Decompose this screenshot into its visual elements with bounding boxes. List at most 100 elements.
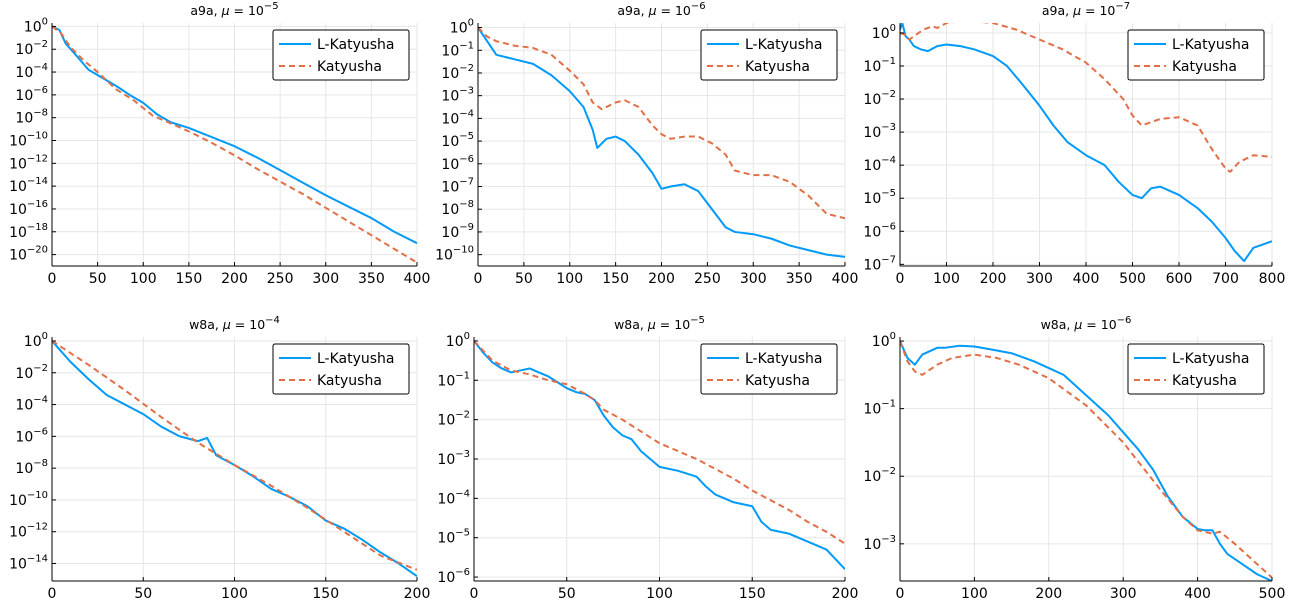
series-line-katyusha: [474, 340, 845, 545]
y-tick-label: 10−6: [441, 154, 474, 173]
y-tick-label: 10−5: [863, 188, 896, 207]
x-tick-label: 200: [404, 586, 431, 602]
y-tick-label: 10−5: [441, 131, 474, 150]
x-tick-label: 0: [896, 586, 905, 602]
x-tick-label: 250: [694, 271, 721, 287]
y-tick-label: 10−4: [437, 488, 470, 507]
series-line-l-katyusha: [474, 340, 845, 570]
x-tick-label: 400: [832, 271, 859, 287]
x-tick-label: 300: [1110, 586, 1137, 602]
chart-panel-3: 0 100 200 300 400 500 600 700 800 100 10−1 10−2 10−3…: [863, 1, 1285, 287]
x-tick-label: 100: [646, 586, 673, 602]
panel-title: w8a, μ = 10−6: [1041, 315, 1132, 332]
y-tick-label: 100: [24, 331, 48, 350]
legend: L-Katyusha Katyusha: [700, 343, 838, 395]
y-tick-label: 100: [872, 23, 896, 42]
y-tick-label: 100: [24, 16, 48, 35]
x-tick-label: 400: [1073, 271, 1100, 287]
x-tick-label: 0: [48, 586, 57, 602]
series-line-katyusha: [900, 340, 1272, 579]
y-tick-label: 100: [872, 331, 896, 350]
x-tick-label: 200: [980, 271, 1007, 287]
y-tick-label: 10−3: [863, 122, 896, 141]
y-tick-label: 10−20: [9, 245, 48, 264]
y-tick-label: 10−5: [437, 528, 470, 547]
legend-label-katyusha: Katyusha: [1172, 59, 1237, 75]
legend-box: [700, 343, 838, 395]
y-tick-label: 10−3: [863, 534, 896, 553]
legend-label-l-katyusha: L-Katyusha: [745, 351, 823, 367]
x-tick-label: 250: [267, 271, 294, 287]
y-tick-label: 10−1: [441, 40, 474, 59]
y-tick-label: 10−10: [9, 490, 48, 509]
x-tick-label: 700: [1212, 271, 1239, 287]
x-tick-label: 400: [404, 271, 431, 287]
y-tick-label: 10−6: [15, 426, 48, 445]
legend-box: [1127, 343, 1265, 395]
y-tick-label: 100: [446, 331, 470, 350]
y-tick-label: 10−2: [441, 63, 474, 82]
y-tick-label: 10−14: [9, 554, 48, 573]
x-tick-label: 300: [740, 271, 767, 287]
legend-label-l-katyusha: L-Katyusha: [317, 351, 395, 367]
panel-title: w8a, μ = 10−4: [189, 315, 280, 332]
series-line-l-katyusha: [52, 25, 417, 245]
legend-box: [700, 29, 838, 81]
chart-panel-5: 0 50 100 150 200 100 10−1 10−2 10−3 10−4 10−5 10−6 w…: [437, 315, 858, 602]
y-tick-label: 10−8: [15, 108, 48, 127]
y-tick-label: 10−10: [9, 131, 48, 150]
x-tick-label: 150: [176, 271, 203, 287]
x-tick-label: 300: [1026, 271, 1053, 287]
y-tick-label: 10−3: [437, 449, 470, 468]
y-tick-label: 10−4: [863, 155, 896, 174]
y-tick-label: 10−2: [437, 410, 470, 429]
y-tick-label: 10−14: [9, 176, 48, 195]
y-tick-label: 10−16: [9, 199, 48, 218]
panel-title: a9a, μ = 10−7: [1042, 1, 1130, 18]
legend-label-l-katyusha: L-Katyusha: [745, 37, 823, 53]
legend-label-katyusha: Katyusha: [745, 373, 810, 389]
y-tick-label: 10−10: [435, 245, 474, 264]
series-line-katyusha: [478, 26, 845, 220]
legend-label-l-katyusha: L-Katyusha: [1172, 351, 1250, 367]
x-tick-label: 50: [89, 271, 107, 287]
x-tick-label: 100: [961, 586, 988, 602]
y-tick-label: 10−3: [441, 86, 474, 105]
x-tick-label: 50: [515, 271, 533, 287]
y-tick-label: 10−18: [9, 222, 48, 241]
legend: L-Katyusha Katyusha: [1127, 29, 1265, 81]
y-tick-label: 10−7: [863, 254, 896, 273]
y-tick-label: 10−12: [9, 522, 48, 541]
y-tick-label: 10−1: [863, 56, 896, 75]
panel-title: a9a, μ = 10−6: [617, 1, 705, 18]
legend: L-Katyusha Katyusha: [700, 29, 838, 81]
x-tick-label: 500: [1259, 586, 1286, 602]
x-tick-label: 0: [474, 271, 483, 287]
legend-box: [1127, 29, 1265, 81]
series-line-l-katyusha: [478, 26, 845, 258]
x-tick-label: 150: [602, 271, 629, 287]
legend-label-katyusha: Katyusha: [1172, 373, 1237, 389]
legend-label-l-katyusha: L-Katyusha: [317, 37, 395, 53]
x-tick-label: 350: [358, 271, 385, 287]
x-tick-label: 0: [896, 271, 905, 287]
x-tick-label: 300: [312, 271, 339, 287]
legend-label-l-katyusha: L-Katyusha: [1172, 37, 1250, 53]
x-tick-label: 200: [1035, 586, 1062, 602]
x-tick-label: 400: [1184, 586, 1211, 602]
chart-panel-6: 0 100 200 300 400 500 100 10−1 10−2 10−3 w8a, μ = …: [863, 315, 1285, 602]
x-tick-label: 100: [933, 271, 960, 287]
y-tick-label: 10−9: [441, 222, 474, 241]
y-tick-label: 10−6: [15, 85, 48, 104]
x-tick-label: 100: [130, 271, 157, 287]
x-tick-label: 150: [739, 586, 766, 602]
legend-box: [272, 29, 410, 81]
legend: L-Katyusha Katyusha: [1127, 343, 1265, 395]
y-tick-label: 10−6: [437, 567, 470, 586]
chart-panel-1: 0 50 100 150 200 250 300 350 400 100 10−2 10−4 10−6 1…: [9, 1, 430, 287]
y-tick-label: 10−4: [15, 62, 48, 81]
y-tick-label: 10−8: [15, 458, 48, 477]
y-tick-label: 10−7: [441, 177, 474, 196]
x-tick-label: 200: [221, 271, 248, 287]
